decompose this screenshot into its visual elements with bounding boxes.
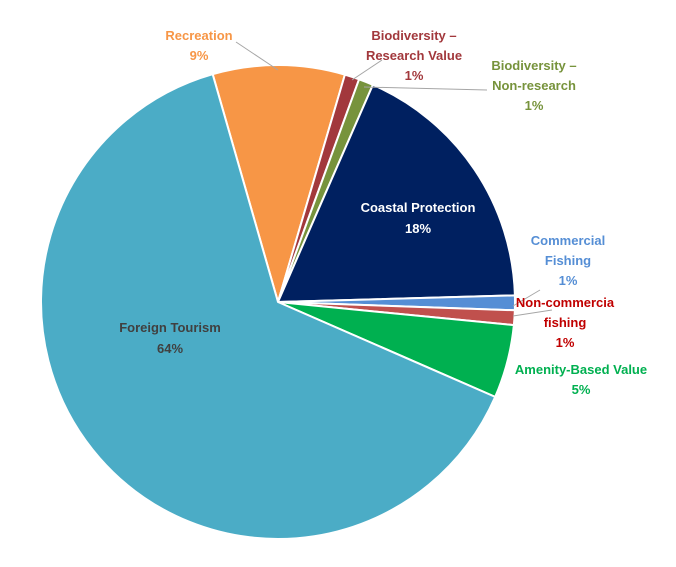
leader-line-recreation	[235, 41, 279, 71]
value-label: 64%	[157, 341, 183, 356]
pie-slices	[40, 64, 517, 540]
slice-foreign-tourism	[40, 73, 497, 540]
slice-coastal-protection	[277, 83, 516, 303]
value-label: 1%	[405, 68, 424, 83]
category-label: Biodiversity –	[371, 28, 456, 43]
leader-line-biodiversity-research-value	[351, 59, 383, 81]
slice-labels: Recreation 9% Biodiversity – Research Value…	[119, 28, 647, 397]
leader-line-commercial-fishing	[512, 289, 541, 307]
value-label: 9%	[190, 48, 209, 63]
value-label: 18%	[405, 221, 431, 236]
slice-recreation	[211, 64, 346, 303]
leader-lines	[235, 41, 553, 317]
leader-line-biodiversity-non-research	[363, 86, 488, 91]
data-label-recreation: Recreation 9%	[165, 28, 232, 63]
value-label: 1%	[525, 98, 544, 113]
leader-line-non-commercia-fishing	[512, 309, 553, 317]
value-label: 1%	[559, 273, 578, 288]
category-label: Recreation	[165, 28, 232, 43]
data-label-non-commercia-fishing: Non-commercia fishing 1%	[516, 295, 615, 350]
category-label: Biodiversity –	[491, 58, 576, 73]
value-label: 1%	[556, 335, 575, 350]
data-label-amenity-based-value: Amenity-Based Value 5%	[515, 362, 647, 397]
category-label: Commercial	[531, 233, 605, 248]
data-label-biodiversity-research-value: Biodiversity – Research Value 1%	[366, 28, 462, 83]
data-label-commercial-fishing: Commercial Fishing 1%	[531, 233, 605, 288]
category-label: Research Value	[366, 48, 462, 63]
category-label: Non-commercia	[516, 295, 615, 310]
value-label: 5%	[572, 382, 591, 397]
data-label-foreign-tourism: Foreign Tourism 64%	[119, 320, 221, 356]
category-label: Foreign Tourism	[119, 320, 221, 335]
category-label: Amenity-Based Value	[515, 362, 647, 377]
data-label-coastal-protection: Coastal Protection 18%	[361, 200, 476, 236]
category-label: Fishing	[545, 253, 591, 268]
category-label: Non-research	[492, 78, 576, 93]
data-label-biodiversity-non-research: Biodiversity – Non-research 1%	[491, 58, 576, 113]
category-label: fishing	[544, 315, 587, 330]
category-label: Coastal Protection	[361, 200, 476, 215]
